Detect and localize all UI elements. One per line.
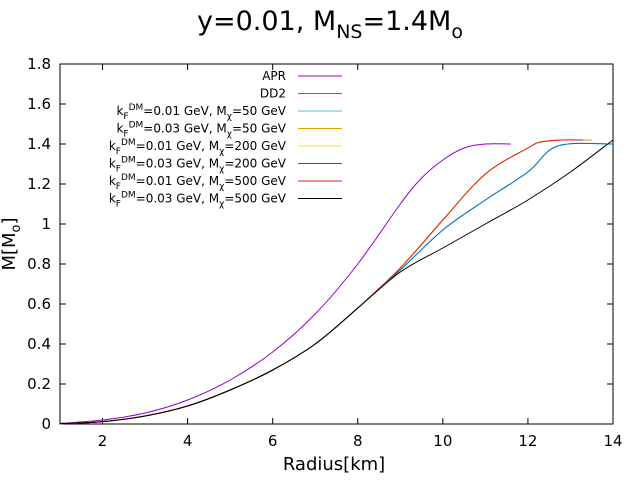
y-tick-label: 0.2 [27, 375, 51, 393]
chart-title: y=0.01, MNS=1.4Mo [197, 6, 463, 43]
x-axis-ticks: 2 4 6 8 10 12 14 [98, 64, 623, 450]
x-axis-label: Radius[km] [283, 454, 385, 475]
legend-label: kFDM=0.01 GeV, Mχ=500 GeV [109, 173, 287, 192]
plot-area-frame [59, 63, 614, 425]
x-tick-label: 8 [353, 432, 363, 450]
x-tick-label: 12 [518, 432, 537, 450]
y-tick-label: 1 [41, 215, 51, 233]
y-tick-label: 1.6 [27, 95, 51, 113]
y-tick-label: 0 [41, 415, 51, 433]
legend-label: kFDM=0.03 GeV, Mχ=200 GeV [109, 156, 287, 175]
y-axis-label: M[Mo] [0, 217, 24, 270]
y-tick-label: 0.6 [27, 295, 51, 313]
y-tick-label: 1.2 [27, 175, 51, 193]
x-tick-label: 10 [433, 432, 452, 450]
x-tick-label: 4 [183, 432, 193, 450]
series-line-8 [59, 139, 614, 425]
legend-label: kFDM=0.01 GeV, Mχ=50 GeV [116, 103, 286, 122]
y-tick-label: 0.4 [27, 335, 51, 353]
y-tick-label: 1.4 [27, 135, 51, 153]
series-line-1 [59, 143, 511, 424]
y-axis-ticks: 0 0.2 0.4 0.6 0.8 1 1.2 1.4 1.6 1.8 [27, 55, 613, 433]
legend-label: kFDM=0.01 GeV, Mχ=200 GeV [109, 138, 287, 157]
series-lines [59, 139, 614, 425]
y-tick-label: 0.8 [27, 255, 51, 273]
x-tick-label: 6 [268, 432, 278, 450]
y-tick-label: 1.8 [27, 55, 51, 73]
legend-label: APR [262, 69, 286, 83]
legend-label: kFDM=0.03 GeV, Mχ=500 GeV [109, 191, 287, 210]
legend-label: DD2 [260, 87, 286, 101]
legend-label: kFDM=0.03 GeV, Mχ=50 GeV [116, 121, 286, 140]
x-tick-label: 2 [98, 432, 108, 450]
x-tick-label: 14 [603, 432, 622, 450]
